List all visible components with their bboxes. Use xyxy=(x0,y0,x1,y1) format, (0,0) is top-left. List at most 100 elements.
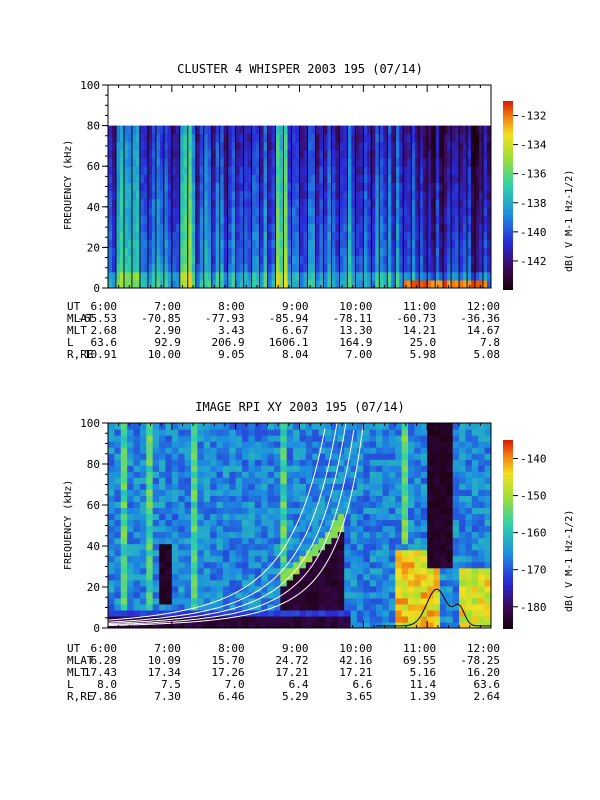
bottom-cell xyxy=(484,519,491,527)
bottom-cell xyxy=(203,483,211,490)
top-cell xyxy=(283,263,289,273)
top-cell xyxy=(311,174,317,184)
top-cell xyxy=(231,149,237,159)
bottom-cell xyxy=(242,495,250,502)
bottom-cell xyxy=(465,579,473,587)
bottom-cell xyxy=(401,531,409,539)
bottom-cell xyxy=(184,525,192,533)
bottom-cell xyxy=(408,429,415,436)
top-cell xyxy=(151,133,157,143)
bottom-cell xyxy=(133,525,141,533)
bottom-cell xyxy=(203,615,211,623)
top-cell xyxy=(275,141,281,151)
bottom-cell xyxy=(120,561,128,569)
bottom-cell xyxy=(127,615,135,623)
top-cell xyxy=(367,125,372,135)
top-cell xyxy=(415,214,420,224)
top-cell xyxy=(299,206,305,216)
top-cell xyxy=(379,255,384,265)
bottom-cell xyxy=(408,561,415,569)
top-cell xyxy=(363,125,368,135)
bottom-cell xyxy=(235,435,243,442)
bottom-cell xyxy=(235,495,243,502)
top-cell xyxy=(119,182,125,192)
bottom-cell xyxy=(478,495,486,502)
top-cell xyxy=(279,190,285,200)
bottom-cell xyxy=(433,621,441,628)
top-cell xyxy=(203,125,209,135)
bottom-cell xyxy=(408,483,415,490)
bottom-cell xyxy=(184,429,192,436)
top-cell xyxy=(355,166,360,175)
top-cell xyxy=(451,141,456,151)
bottom-cell xyxy=(350,435,358,442)
top-eph-value: 14.67 xyxy=(467,324,500,337)
bottom-cell xyxy=(427,543,435,551)
bottom-cell xyxy=(203,549,211,557)
top-cell xyxy=(307,125,313,135)
top-cell xyxy=(307,158,313,167)
bottom-cell xyxy=(146,525,154,533)
top-cell xyxy=(299,231,305,240)
top-cell xyxy=(407,255,412,265)
top-cell xyxy=(479,239,484,248)
bottom-cell xyxy=(459,465,467,472)
bottom-eph-value: 17.21 xyxy=(275,666,308,679)
bottom-cell xyxy=(190,525,198,533)
top-cell xyxy=(459,141,464,151)
top-cell xyxy=(427,247,432,257)
top-cell xyxy=(199,223,205,232)
bottom-cell xyxy=(108,549,115,557)
top-cell xyxy=(247,182,253,192)
top-cell xyxy=(207,214,213,224)
bottom-cell xyxy=(363,591,371,599)
top-cb-tick-label: -136 xyxy=(520,168,547,181)
top-cell xyxy=(151,174,157,184)
top-cell xyxy=(203,239,209,248)
top-cell xyxy=(179,158,185,167)
top-cell xyxy=(415,198,420,208)
top-cell xyxy=(311,255,317,265)
bottom-cell xyxy=(261,615,269,623)
top-cell xyxy=(307,271,313,281)
bottom-cell xyxy=(439,459,447,466)
top-cell xyxy=(127,141,133,151)
top-cell xyxy=(239,247,245,257)
top-cell xyxy=(343,149,348,159)
top-cell xyxy=(179,133,185,143)
bottom-cell xyxy=(133,441,141,448)
top-cell xyxy=(271,158,277,167)
top-cell xyxy=(455,206,460,216)
bottom-cell xyxy=(459,447,467,454)
bottom-cell xyxy=(350,597,358,605)
bottom-cell xyxy=(312,567,320,575)
bottom-cell xyxy=(203,513,211,521)
bottom-cell xyxy=(299,531,307,539)
bottom-cell xyxy=(203,459,211,466)
bottom-cell xyxy=(446,597,454,605)
bottom-cell xyxy=(305,573,313,581)
bottom-cell xyxy=(478,483,486,490)
top-cell xyxy=(131,198,137,208)
top-cell xyxy=(407,166,412,175)
top-cell xyxy=(435,182,440,192)
top-cell xyxy=(231,158,237,167)
top-cell xyxy=(151,125,157,135)
top-cell xyxy=(215,271,221,281)
bottom-cell xyxy=(401,525,409,533)
top-cell xyxy=(475,247,480,257)
bottom-cell xyxy=(433,519,441,527)
bottom-cell xyxy=(356,429,364,436)
top-cell xyxy=(359,223,364,232)
bottom-cell xyxy=(299,471,307,478)
bottom-cell xyxy=(120,585,128,593)
top-cell xyxy=(267,206,273,216)
top-cell xyxy=(475,158,480,167)
bottom-cell xyxy=(465,471,473,478)
top-cell xyxy=(279,182,285,192)
top-cell xyxy=(343,206,348,216)
top-cell xyxy=(243,239,249,248)
bottom-cell xyxy=(210,483,218,490)
bottom-cell xyxy=(178,549,186,557)
bottom-cell xyxy=(427,477,435,484)
